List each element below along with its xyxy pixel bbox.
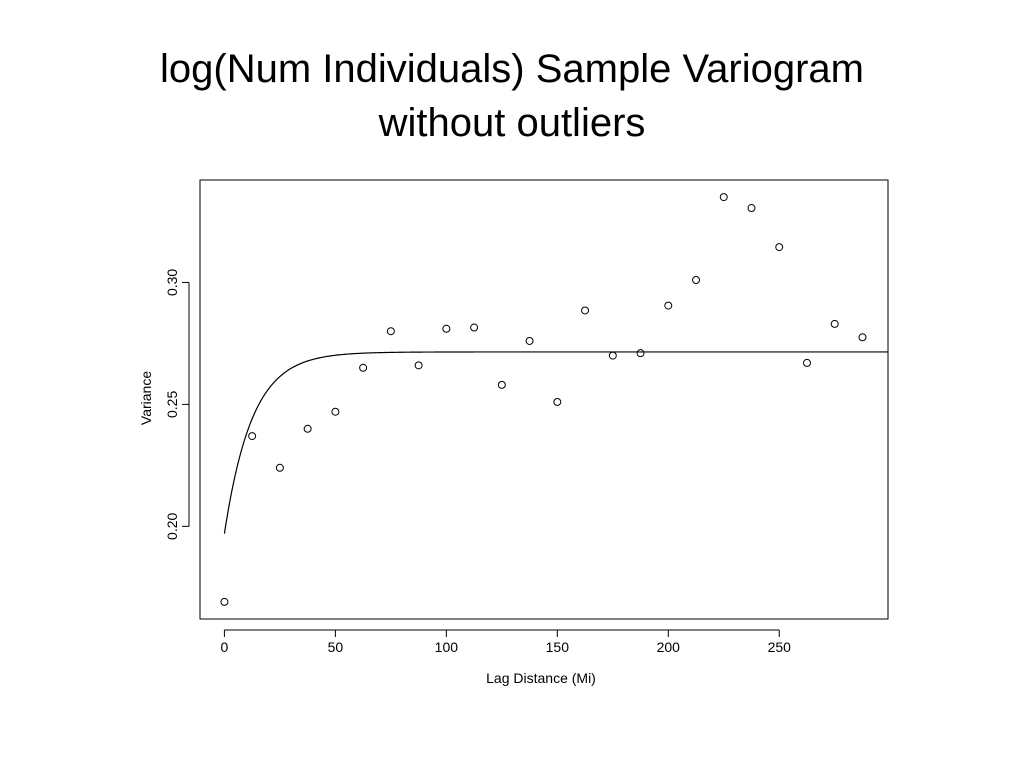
data-point bbox=[386, 327, 395, 336]
data-point bbox=[553, 397, 562, 406]
x-axis-label: Lag Distance (Mi) bbox=[486, 670, 596, 686]
plot-frame bbox=[199, 179, 889, 620]
y-tick-label: 0.20 bbox=[164, 512, 180, 539]
data-point bbox=[719, 193, 728, 202]
data-point bbox=[220, 597, 229, 606]
fitted-model-curve bbox=[223, 351, 888, 534]
data-point bbox=[664, 301, 673, 310]
slide-title: log(Num Individuals) Sample Variogram wi… bbox=[0, 42, 1024, 150]
data-point bbox=[525, 336, 534, 345]
y-axis: 0.20 0.25 0.30 bbox=[164, 269, 190, 540]
data-point bbox=[775, 243, 784, 252]
x-axis: 0 50 100 150 200 250 bbox=[221, 629, 792, 655]
data-point bbox=[470, 323, 479, 332]
data-point bbox=[331, 407, 340, 416]
data-point bbox=[858, 333, 867, 342]
data-point bbox=[275, 463, 284, 472]
data-point bbox=[581, 306, 590, 315]
x-tick-label: 50 bbox=[328, 639, 344, 655]
slide-title-line-2: without outliers bbox=[378, 101, 646, 145]
data-point bbox=[608, 351, 617, 360]
x-tick-label: 200 bbox=[657, 639, 681, 655]
x-tick-label: 0 bbox=[221, 639, 229, 655]
data-point bbox=[747, 204, 756, 213]
data-point bbox=[636, 349, 645, 358]
x-tick-label: 250 bbox=[768, 639, 792, 655]
data-points bbox=[220, 193, 867, 606]
y-axis-label: Variance bbox=[138, 371, 154, 425]
data-point bbox=[830, 319, 839, 328]
data-point bbox=[692, 275, 701, 284]
data-point bbox=[497, 380, 506, 389]
y-tick-label: 0.30 bbox=[164, 269, 180, 296]
slide-title-line-1: log(Num Individuals) Sample Variogram bbox=[160, 47, 864, 91]
x-tick-label: 100 bbox=[435, 639, 459, 655]
y-tick-label: 0.25 bbox=[164, 391, 180, 418]
data-point bbox=[303, 424, 312, 433]
x-tick-label: 150 bbox=[546, 639, 570, 655]
data-point bbox=[442, 324, 451, 333]
data-point bbox=[248, 432, 257, 441]
data-point bbox=[802, 358, 811, 367]
data-point bbox=[414, 361, 423, 370]
data-point bbox=[359, 363, 368, 372]
